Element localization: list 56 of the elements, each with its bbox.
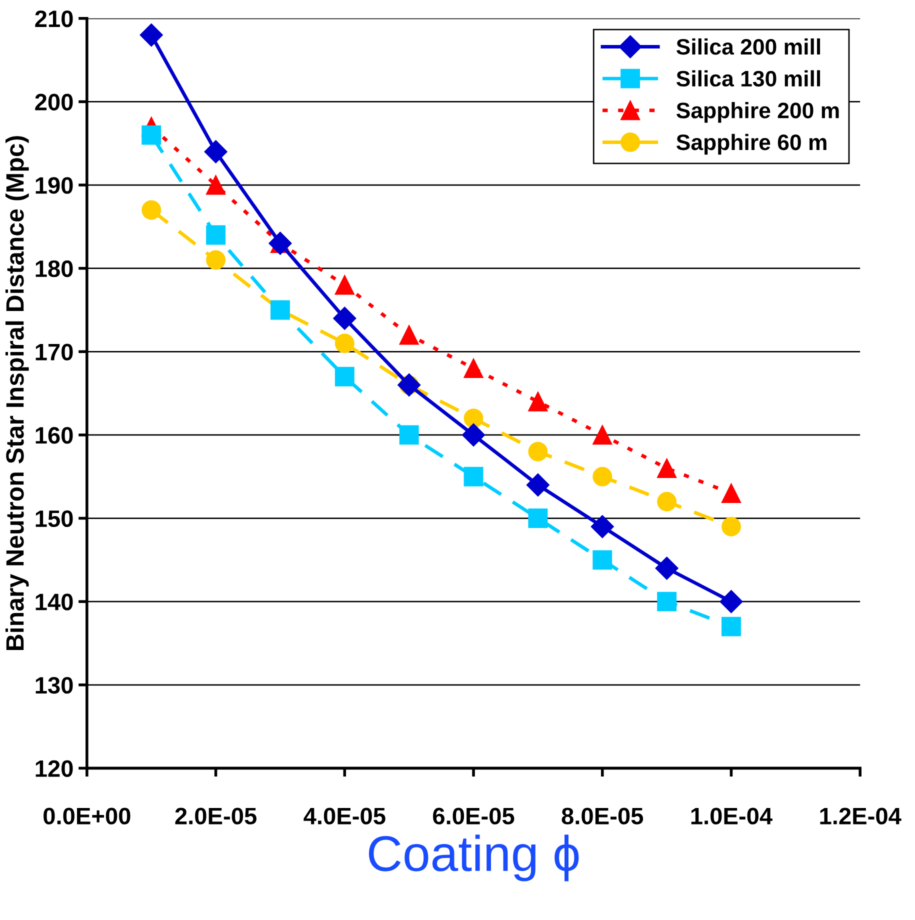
point — [722, 616, 741, 636]
y-tick-label: 160 — [36, 427, 73, 444]
legend-label: Sapphire 200 m — [676, 102, 839, 123]
point — [657, 592, 677, 612]
point — [592, 425, 612, 445]
point — [722, 516, 741, 536]
y-tick-label: 180 — [36, 260, 73, 278]
point — [334, 275, 354, 295]
y-tick-label: 200 — [35, 94, 73, 110]
legend-label: Silica 200 mill — [676, 38, 820, 55]
y-tick-label: 120 — [36, 760, 73, 777]
x-tick-label: 0.0E+00 — [44, 808, 130, 824]
point — [657, 492, 677, 512]
point — [657, 458, 677, 478]
point — [142, 200, 162, 220]
x-tick-label: 8.0E-05 — [562, 808, 644, 824]
legend-label: Silica 130 mill — [676, 70, 820, 87]
point — [464, 408, 484, 428]
point — [206, 250, 226, 270]
point — [462, 423, 486, 446]
point — [334, 366, 354, 386]
x-tick-label: 1.2E-04 — [820, 808, 902, 824]
x-tick-label: 4.0E-05 — [304, 808, 386, 824]
y-tick-label: 140 — [36, 594, 73, 610]
point — [334, 334, 354, 354]
point — [528, 508, 548, 528]
legend-label: Sapphire 60 m — [676, 134, 826, 155]
point — [399, 425, 419, 445]
point — [140, 24, 163, 47]
x-axis-title: Coating ϕ — [368, 834, 579, 882]
point — [528, 442, 548, 462]
x-tick-label: 6.0E-05 — [433, 808, 514, 824]
point — [526, 473, 550, 496]
point — [464, 466, 484, 486]
point — [655, 556, 678, 580]
point — [464, 358, 484, 378]
point — [592, 466, 612, 486]
x-tick-label: 1.0E-04 — [691, 808, 772, 824]
x-tick-label: 2.0E-05 — [175, 808, 256, 824]
y-tick-label: 210 — [35, 10, 73, 28]
point — [206, 175, 226, 195]
y-tick-label: 130 — [36, 676, 73, 694]
point — [142, 125, 162, 145]
point — [528, 392, 548, 412]
y-tick-label: 170 — [36, 344, 73, 360]
point — [399, 325, 419, 345]
y-tick-label: 190 — [36, 177, 73, 194]
point — [722, 484, 741, 503]
y-tick-label: 150 — [36, 510, 73, 528]
point — [720, 590, 743, 614]
point — [333, 306, 356, 330]
point — [590, 515, 614, 538]
point — [206, 225, 226, 245]
y-axis-title: Binary Neutron Star Inspiral Distance (Mpc) — [5, 136, 29, 650]
point — [204, 140, 228, 164]
point — [592, 550, 612, 570]
